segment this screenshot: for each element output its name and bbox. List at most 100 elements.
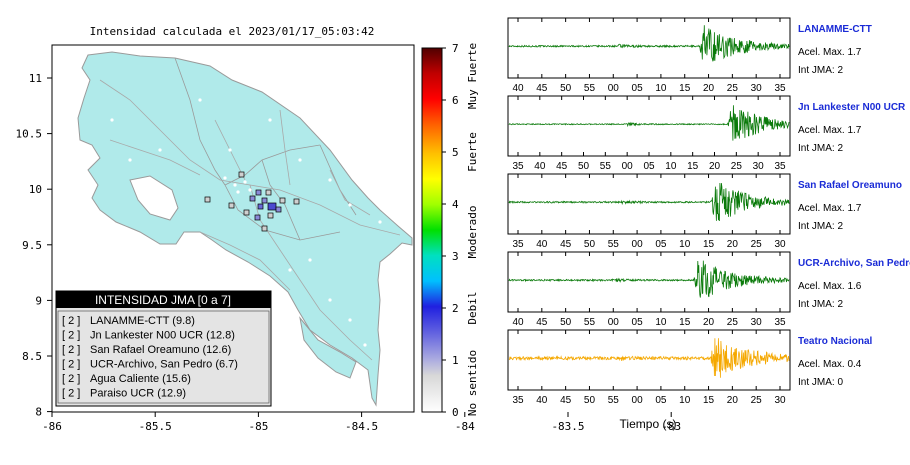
legend-inner-frame xyxy=(57,310,270,404)
waveform-tick-label: 50 xyxy=(584,239,596,250)
waveform-tick-label: 15 xyxy=(679,83,691,94)
station-marker xyxy=(261,197,268,204)
waveform-tick-label: 25 xyxy=(727,317,739,328)
colorbar: 0 1 2 3 4 5 6 7 No sentido Debil Moderado Fuerte Mu… xyxy=(421,42,479,419)
waveform-tick-label: 20 xyxy=(703,83,715,94)
waveform-tick-label: 55 xyxy=(584,317,596,328)
legend-item-text: Jn Lankester N00 UCR (12.8) xyxy=(90,330,235,342)
waveform-tick-label: 50 xyxy=(560,83,572,94)
waveform-panel: 40 45 50 55 00 05 10 15 20 25 30 35 LANAMME-CTT Acel.… xyxy=(507,17,872,94)
waveform-station-name: Jn Lankester N00 UCR xyxy=(798,102,906,113)
colorbar-tick-label: 2 xyxy=(452,302,459,315)
waveform-panel: 35 40 45 50 55 00 05 10 15 20 25 30 Teatro Nacional A… xyxy=(507,329,872,406)
osa-peninsula xyxy=(299,316,357,379)
legend-item-level: [ 2 ] xyxy=(62,330,80,342)
station-marker xyxy=(204,196,211,203)
waveform-tick-label: 10 xyxy=(679,395,691,406)
waveform-jma-intensity: Int JMA: 2 xyxy=(798,143,843,154)
waveform-trace xyxy=(508,182,790,222)
waveform-tick-label: 45 xyxy=(560,395,572,406)
waveform-tick-label: 35 xyxy=(512,395,524,406)
map-y-tick-label: 9 xyxy=(35,294,42,307)
waveform-station-name: LANAMME-CTT xyxy=(798,24,872,35)
site-dot xyxy=(348,318,352,322)
waveform-frame xyxy=(507,251,791,313)
colorbar-tick-label: 6 xyxy=(452,94,459,107)
waveform-tick-label: 10 xyxy=(655,83,667,94)
waveform-tick-label: 15 xyxy=(703,395,715,406)
site-dot xyxy=(228,148,232,152)
site-dot xyxy=(348,203,352,207)
waveform-jma-intensity: Int JMA: 2 xyxy=(798,65,843,76)
station-marker xyxy=(257,203,264,210)
waveform-trace xyxy=(508,25,790,62)
waveform-acel-max: Acel. Max. 1.6 xyxy=(798,281,862,292)
waveform-tick-label: 55 xyxy=(600,161,612,172)
map-y-tick-label: 9.5 xyxy=(22,239,42,252)
colorbar-category-label: Muy Fuerte xyxy=(466,43,479,109)
station-marker xyxy=(249,195,256,202)
map-y-tick-label: 8 xyxy=(35,406,42,419)
site-dot xyxy=(233,183,237,187)
waveform-panels: 40 45 50 55 00 05 10 15 20 25 30 35 LANAMME-CTT Acel.… xyxy=(507,17,910,406)
waveform-tick-label: 05 xyxy=(643,161,655,172)
site-dot xyxy=(198,98,202,102)
waveform-tick-label: 50 xyxy=(584,395,596,406)
legend-title: INTENSIDAD JMA [0 a 7] xyxy=(95,293,231,307)
waveform-tick-label: 30 xyxy=(774,239,786,250)
legend-item-level: [ 2 ] xyxy=(62,359,80,371)
waveform-tick-label: 25 xyxy=(751,239,763,250)
colorbar-category-label: No sentido xyxy=(466,350,479,416)
waveform-trace xyxy=(508,338,790,378)
colorbar-tick-label: 7 xyxy=(452,42,459,55)
waveform-acel-max: Acel. Max. 1.7 xyxy=(798,203,862,214)
waveform-station-name: San Rafael Oreamuno xyxy=(798,180,902,191)
map-x-tick-label: -85 xyxy=(248,420,268,433)
waveform-tick-label: 25 xyxy=(727,83,739,94)
station-marker xyxy=(275,206,282,213)
waveform-frame xyxy=(507,95,791,157)
time-axis-label: Tiempo (s) xyxy=(620,417,677,431)
waveform-tick-label: 40 xyxy=(536,239,548,250)
station-marker xyxy=(255,189,262,196)
waveform-tick-label: 00 xyxy=(632,239,644,250)
waveform-tick-label: 00 xyxy=(632,395,644,406)
waveform-tick-label: 30 xyxy=(774,395,786,406)
waveform-panel: 35 40 45 50 55 00 05 10 15 20 25 30 35 Jn Lankester N… xyxy=(507,95,906,172)
waveform-tick-label: 35 xyxy=(774,317,786,328)
map-y-tick-label: 10 xyxy=(29,183,42,196)
waveform-tick-label: 35 xyxy=(774,83,786,94)
waveform-tick-label: 40 xyxy=(512,83,524,94)
road-line xyxy=(199,231,291,291)
waveform-tick-label: 15 xyxy=(703,239,715,250)
costa-rica-land xyxy=(77,51,413,407)
map-title: Intensidad calculada el 2023/01/17_05:03… xyxy=(90,25,375,38)
station-marker xyxy=(293,198,300,205)
station-marker xyxy=(261,225,268,232)
colorbar-gradient xyxy=(421,47,443,413)
site-dot xyxy=(378,220,382,224)
legend-box xyxy=(55,290,272,407)
legend-item-level: [ 2 ] xyxy=(62,373,80,385)
waveform-jma-intensity: Int JMA: 2 xyxy=(798,299,843,310)
station-marker xyxy=(267,212,274,219)
site-dot xyxy=(328,178,332,182)
waveform-tick-label: 45 xyxy=(536,83,548,94)
waveform-tick-label: 40 xyxy=(512,317,524,328)
station-marker xyxy=(254,214,261,221)
site-dot xyxy=(223,176,227,180)
waveform-station-name: UCR-Archivo, San Pedro xyxy=(798,258,910,269)
map-x-tick-label: -85.5 xyxy=(139,420,172,433)
station-marker xyxy=(238,171,245,178)
station-marker xyxy=(267,202,277,211)
road-line xyxy=(279,109,291,186)
colorbar-category-label: Moderado xyxy=(466,206,479,259)
site-dot xyxy=(308,258,312,262)
station-marker xyxy=(279,197,286,204)
legend-item-text: San Rafael Oreamuno (12.6) xyxy=(90,344,231,356)
border-line xyxy=(174,57,226,186)
map-x-tick-label: -84 xyxy=(455,420,475,433)
station-marker xyxy=(228,202,235,209)
station-marker xyxy=(265,189,272,196)
legend-item-text: LANAMME-CTT (9.8) xyxy=(90,315,195,327)
